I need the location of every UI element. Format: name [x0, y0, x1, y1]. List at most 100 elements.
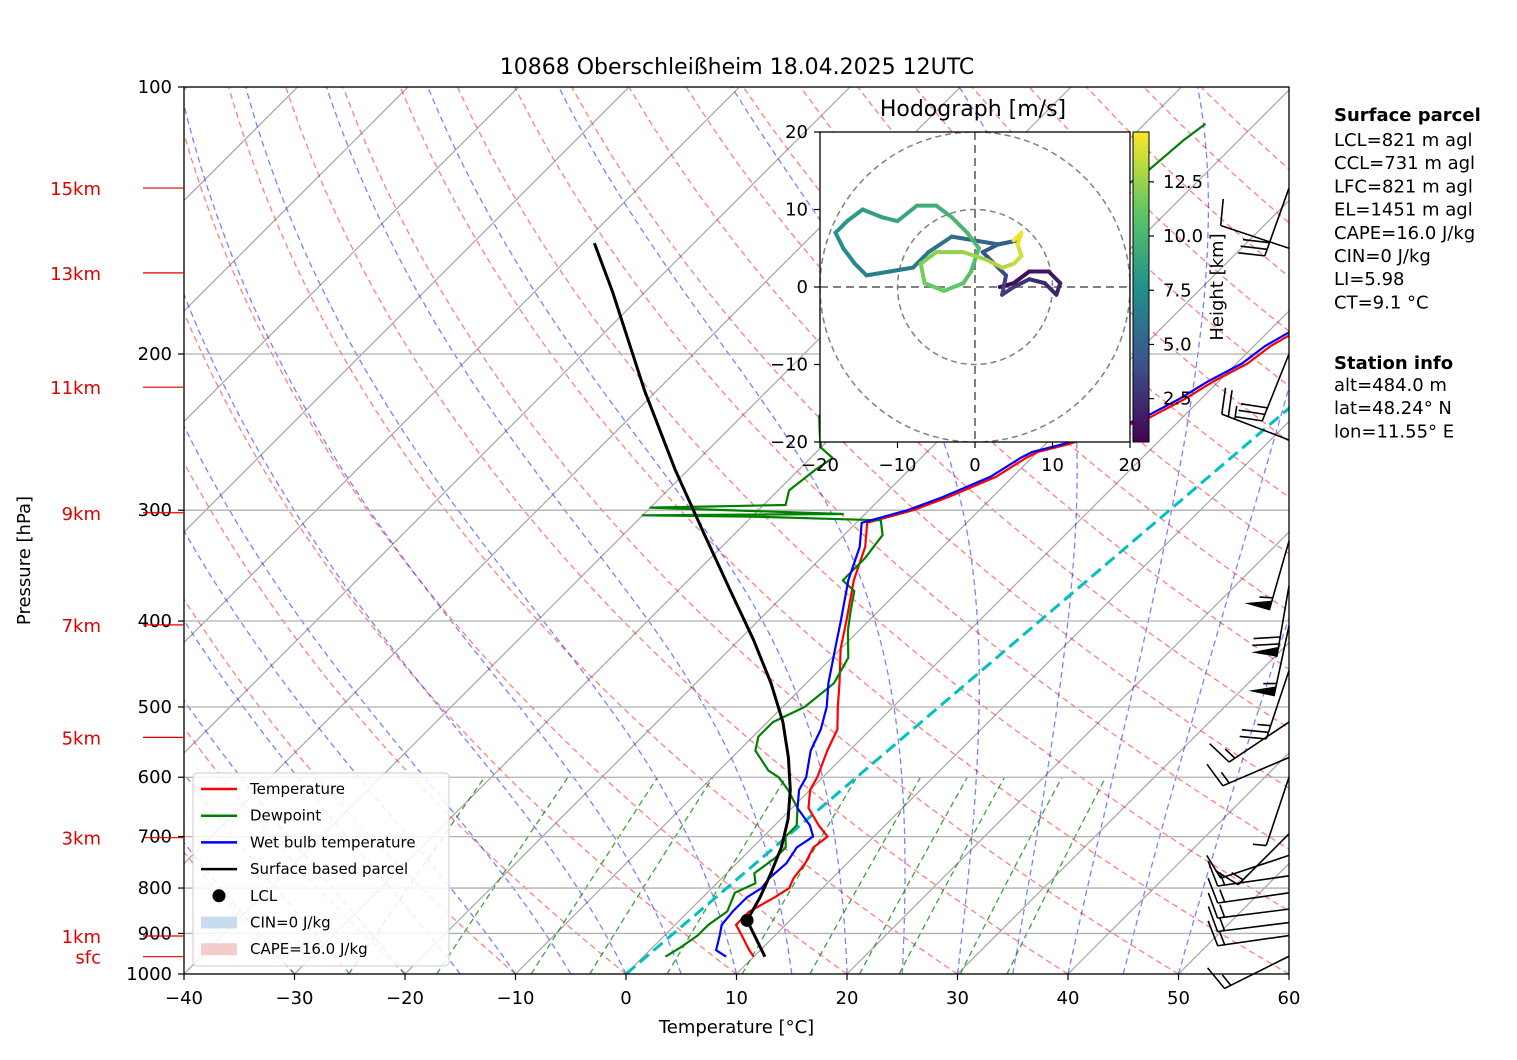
- height-label: 5km: [62, 728, 101, 749]
- dry-adiabat-line: [571, 87, 1289, 789]
- mixing-ratio-line: [436, 776, 569, 974]
- colorbar: [1132, 131, 1150, 443]
- hodograph-segment: [1042, 281, 1059, 297]
- mixing-ratio-line: [959, 776, 1063, 974]
- hodograph-segment: [845, 207, 865, 224]
- hodograph-segment: [1015, 242, 1024, 258]
- dry-adiabat-line: [184, 131, 848, 974]
- hodograph-segment: [911, 250, 931, 270]
- dry-adiabat-line: [184, 311, 737, 974]
- wind-barb: [1207, 892, 1290, 919]
- wind-barb-staff: [1268, 540, 1290, 611]
- dry-adiabat-line: [184, 461, 627, 974]
- wind-barb: [1207, 920, 1290, 947]
- surface-parcel-line: LI=5.98: [1334, 269, 1405, 290]
- moist-adiabat-line: [325, 87, 793, 974]
- wind-barb-flag: [1209, 743, 1230, 763]
- colorbar-label: Height [km]: [1207, 233, 1228, 340]
- wind-barb-flag: [1238, 409, 1265, 416]
- mixing-ratio-line: [741, 776, 858, 974]
- wind-barb-flag: [1227, 390, 1233, 417]
- dry-adiabat-line: [285, 87, 1069, 974]
- wind-barb-half-flag: [1234, 405, 1238, 420]
- wind-barb-flag: [1241, 728, 1269, 734]
- moist-adiabat-line: [184, 424, 572, 974]
- wind-barb-staff: [1265, 670, 1290, 740]
- wind-barb-half-flag: [1221, 974, 1232, 986]
- height-label: 11km: [50, 378, 101, 399]
- dry-adiabat-line: [456, 87, 1289, 912]
- moist-adiabat-line: [731, 87, 980, 974]
- surface-parcel-line: CAPE=16.0 J/kg: [1334, 223, 1475, 244]
- isotherm-line: [184, 87, 630, 533]
- height-label: 9km: [62, 504, 101, 525]
- legend: Temperature Dewpoint Wet bulb temperature S…: [192, 772, 450, 967]
- y-tick-label: 400: [138, 611, 172, 632]
- surface-parcel-line: CCL=731 m agl: [1334, 153, 1475, 174]
- wind-barb-half-flag: [1259, 596, 1273, 599]
- chart-title: 10868 Oberschleißheim 18.04.2025 12UTC: [500, 55, 975, 80]
- hodograph-segment: [852, 261, 869, 278]
- wind-barb-flag: [1239, 735, 1267, 740]
- hodograph-segment: [833, 219, 850, 235]
- wind-barb: [1206, 955, 1290, 990]
- wind-barb-pennant: [1244, 600, 1272, 611]
- legend-box: [192, 772, 450, 967]
- hodograph-segment: [1011, 269, 1032, 286]
- x-tick-label: 20: [836, 988, 859, 1009]
- hodograph-y-tick-label: 10: [785, 200, 808, 221]
- hodograph-segment: [860, 207, 884, 220]
- wind-barb-pennant: [1248, 686, 1277, 697]
- height-label: 3km: [62, 829, 101, 850]
- wind-barb: [1215, 833, 1290, 886]
- hodograph-segment: [961, 250, 989, 262]
- wind-barb-flag: [1221, 387, 1227, 415]
- hodograph-segment: [1000, 273, 1008, 297]
- wind-barb-flag: [1253, 636, 1281, 640]
- dry-adiabat-line: [227, 87, 958, 974]
- hodograph-x-tick-label: 20: [1119, 455, 1142, 476]
- wind-barb-flag: [1238, 251, 1265, 257]
- wind-barb-flag: [1240, 245, 1268, 251]
- wind-barb-staff: [1217, 934, 1290, 947]
- mixing-ratio-line: [898, 776, 1006, 974]
- height-label: 7km: [62, 616, 101, 637]
- height-label: sfc: [75, 948, 101, 969]
- lcl-marker: [740, 913, 754, 927]
- hodograph-segment: [1011, 277, 1032, 289]
- moist-adiabat-line: [1177, 615, 1289, 974]
- station-info-line: lat=48.24° N: [1334, 398, 1452, 419]
- x-tick-label: 0: [620, 988, 631, 1009]
- legend-entry-label: Dewpoint: [250, 807, 321, 825]
- mixing-ratio-line: [530, 776, 659, 974]
- x-tick-label: 40: [1057, 988, 1080, 1009]
- wind-barb-flag: [1206, 967, 1226, 989]
- hodograph-ring: [896, 208, 1054, 366]
- isotherm-line: [184, 87, 740, 644]
- hodograph-segment: [1000, 261, 1016, 270]
- wind-barb-flag: [1206, 763, 1224, 787]
- hodograph-segment: [1046, 269, 1063, 286]
- legend-entry-label: Temperature: [249, 780, 345, 798]
- x-tick-label: −30: [276, 988, 314, 1009]
- y-axis-label: Pressure [hPa]: [14, 496, 35, 625]
- y-tick-label: 800: [138, 878, 172, 899]
- hodograph-segment: [942, 281, 966, 293]
- wind-barb-staff: [1264, 187, 1290, 257]
- wind-barb-staff: [1237, 833, 1290, 886]
- legend-entry-label: Wet bulb temperature: [250, 833, 416, 851]
- x-axis-label: Temperature [°C]: [658, 1017, 814, 1038]
- y-tick-label: 200: [138, 344, 172, 365]
- x-tick-label: −20: [386, 988, 424, 1009]
- colorbar-tick-label: 12.5: [1163, 172, 1203, 193]
- wind-barb-staff: [1261, 353, 1290, 422]
- wind-barb: [1248, 625, 1290, 697]
- hodograph-y-tick-label: −20: [770, 432, 808, 453]
- surface-parcel-line: CIN=0 J/kg: [1334, 246, 1431, 267]
- wind-barbs: [1206, 187, 1290, 990]
- wind-barb-staff: [1276, 585, 1290, 657]
- wind-barb-staff: [1217, 892, 1290, 904]
- hodograph-x-tick-label: 0: [969, 455, 980, 476]
- wind-barb: [1206, 756, 1290, 787]
- mixing-ratio-line: [589, 776, 714, 974]
